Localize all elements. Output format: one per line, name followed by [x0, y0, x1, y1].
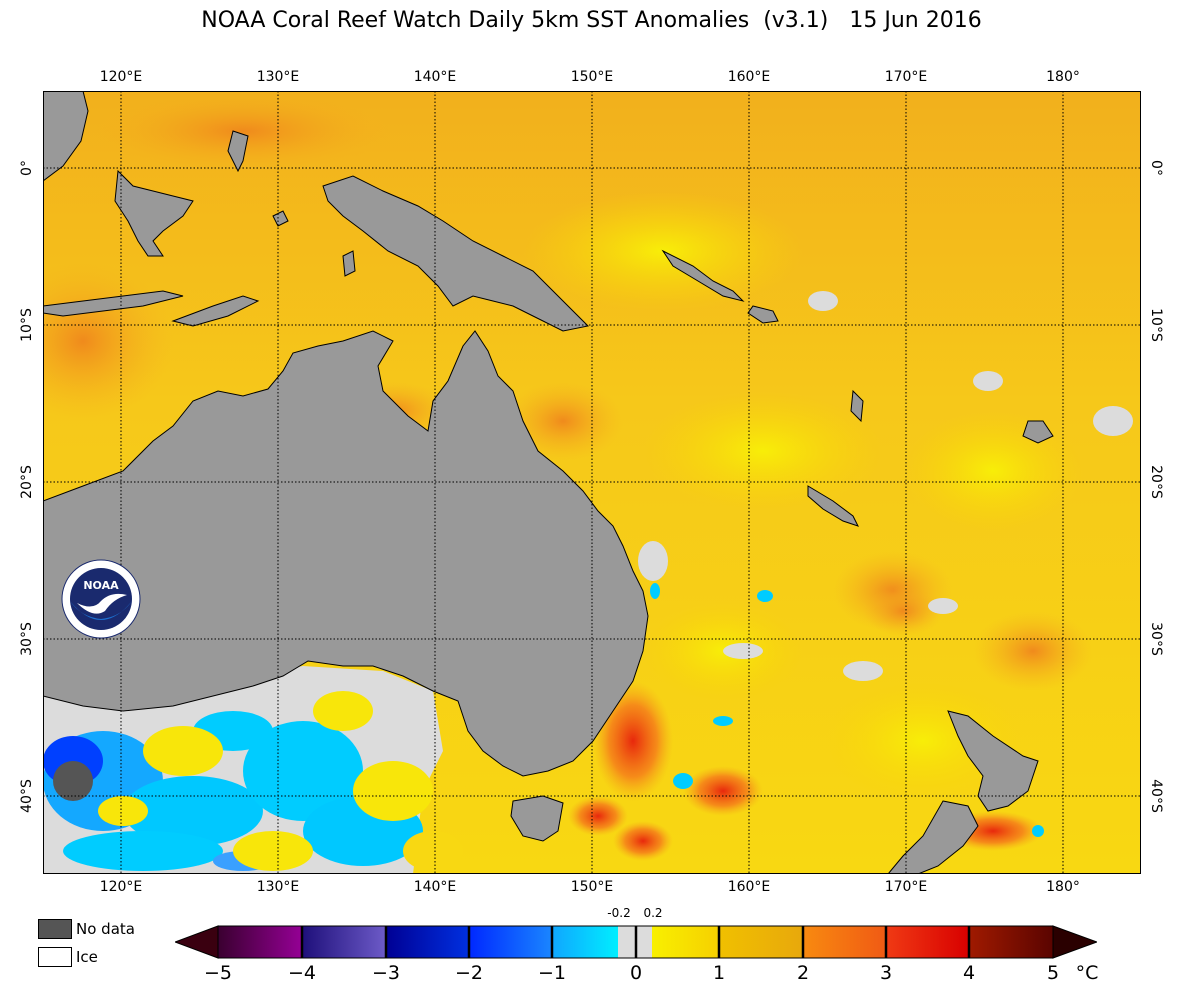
- timor-landmass: [171, 295, 260, 327]
- land-masses: [43, 91, 1054, 874]
- lon-label-top-160: 160°E: [727, 69, 771, 85]
- ice-swatch: [38, 947, 72, 967]
- new-zealand-south-island: [887, 800, 979, 874]
- lat-label-right-40s: 40°S: [1148, 779, 1164, 813]
- lat-label-right-0: 0°: [1148, 160, 1164, 176]
- noaa-logo: NOAA: [61, 559, 141, 639]
- borneo-landmass: [43, 91, 89, 182]
- lon-label-top-150: 150°E: [570, 69, 614, 85]
- tasmania-landmass: [510, 795, 564, 842]
- lon-label-bottom-130: 130°E: [256, 879, 300, 895]
- colorbar-tick-4: 4: [962, 962, 976, 984]
- colorbar-tick-0: 0: [629, 962, 643, 984]
- colorbar-unit: °C: [1075, 962, 1099, 984]
- lat-label-left-20s: 20°S: [19, 465, 35, 499]
- lat-label-left-40s: 40°S: [19, 779, 35, 813]
- lesser-sunda-islands: [43, 290, 184, 317]
- lon-label-bottom-180: 180°: [1046, 879, 1080, 895]
- lon-label-top-140: 140°E: [413, 69, 457, 85]
- noaa-logo-text: NOAA: [83, 579, 119, 592]
- sst-anomaly-map: [43, 91, 1141, 874]
- solomon-islands: [661, 249, 745, 302]
- colorbar-tick-1: 1: [712, 962, 726, 984]
- australia-landmass: [43, 330, 649, 777]
- small-cool-spots: [638, 291, 1133, 837]
- graticule: [43, 91, 1141, 874]
- lat-label-left-10s: 10°S: [19, 308, 35, 342]
- colorbar-tick-minus3: −3: [371, 962, 401, 984]
- cool-anomaly-region: [43, 666, 463, 874]
- lon-label-bottom-150: 150°E: [570, 879, 614, 895]
- colorbar-tick-5: 5: [1046, 962, 1060, 984]
- lon-label-top-180: 180°: [1046, 69, 1080, 85]
- lon-label-bottom-140: 140°E: [413, 879, 457, 895]
- colorbar-tick-3: 3: [879, 962, 893, 984]
- lon-label-bottom-120: 120°E: [99, 879, 143, 895]
- colorbar-tick-2: 2: [796, 962, 810, 984]
- halmahera-landmass: [227, 130, 249, 173]
- colorbar: [175, 925, 1097, 959]
- lon-label-bottom-160: 160°E: [727, 879, 771, 895]
- colorbar-tick-minus5: −5: [203, 962, 233, 984]
- map-title: NOAA Coral Reef Watch Daily 5km SST Anom…: [201, 8, 982, 33]
- lon-label-top-120: 120°E: [99, 69, 143, 85]
- ice-label: Ice: [76, 948, 98, 966]
- lon-label-bottom-170: 170°E: [884, 879, 928, 895]
- colorbar-tick-minus2: −2: [454, 962, 484, 984]
- new-zealand-north-island: [947, 710, 1039, 812]
- new-caledonia-landmass: [807, 485, 859, 527]
- colorbar-tick-minus4: −4: [287, 962, 317, 984]
- lon-label-top-130: 130°E: [256, 69, 300, 85]
- no-data-swatch: [38, 919, 72, 939]
- lat-label-left-30s: 30°S: [19, 622, 35, 656]
- no-data-label: No data: [76, 920, 135, 938]
- new-guinea-landmass: [322, 175, 590, 332]
- colorbar-label-minus-0-2: -0.2: [607, 906, 631, 920]
- colorbar-tick-minus1: −1: [537, 962, 567, 984]
- lat-label-right-20s: 20°S: [1148, 465, 1164, 499]
- colorbar-label-plus-0-2: 0.2: [643, 906, 663, 920]
- lat-label-left-0: 0°: [19, 160, 35, 176]
- lat-label-right-10s: 10°S: [1148, 308, 1164, 342]
- lon-label-top-170: 170°E: [884, 69, 928, 85]
- sulawesi-landmass: [114, 169, 194, 257]
- lat-label-right-30s: 30°S: [1148, 622, 1164, 656]
